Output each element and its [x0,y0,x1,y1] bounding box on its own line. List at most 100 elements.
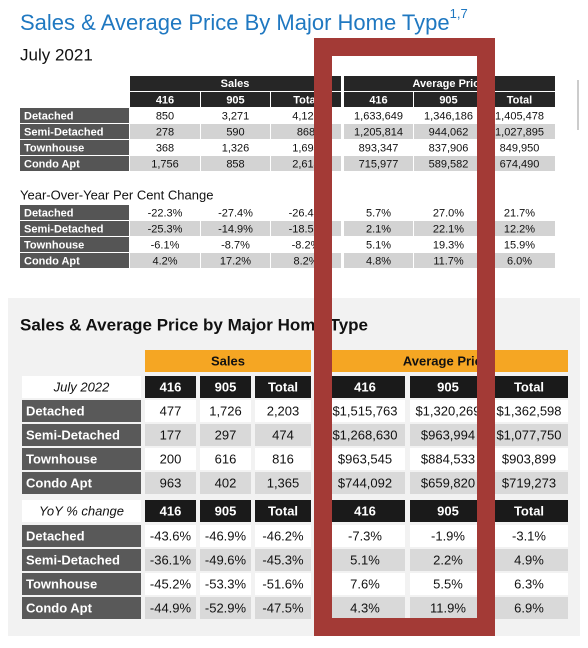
cell [145,448,196,470]
cell-text: -45.2% [150,576,192,591]
cell-text: 177 [160,427,182,442]
cell [201,124,270,139]
cell [344,124,413,139]
cell [20,140,129,155]
cell [410,448,486,470]
cell [410,525,486,547]
cell-text: 200 [160,451,182,466]
cell-text: 905 [439,94,457,106]
cell-text: 1,326 [222,142,250,154]
cell-text: 6.0% [507,255,532,267]
cell-text: 2,614 [292,158,320,170]
cell [22,549,141,571]
cell-text: 416 [160,379,182,394]
cell-text: 905 [437,379,459,394]
cell [325,400,405,422]
cell [200,376,251,398]
cell-text: 5.1% [350,552,380,567]
cell-text: $963,545 [338,451,392,466]
cell [200,525,251,547]
cell-text: 368 [156,142,174,154]
cell [20,156,129,171]
cell [410,424,486,446]
cell-text: 589,582 [429,158,469,170]
cell-text: -43.6% [150,528,192,543]
cell-text: 4.3% [350,600,380,615]
cell-text: -8.7% [221,239,250,251]
cell [200,573,251,595]
cell [325,525,405,547]
cell [130,237,200,252]
cell-text: $1,515,763 [332,403,397,418]
cell [325,424,405,446]
highlight-frame [314,38,495,636]
cell [490,597,568,619]
cell-text: 22.1% [433,223,464,235]
cell [201,108,270,123]
cell [20,124,129,139]
cell-text: 416 [160,503,182,518]
cell-text: Detached [24,207,74,219]
cell-text: 3,271 [222,110,250,122]
cell-text: Total [514,379,544,394]
cell [490,525,568,547]
cell-text: 17.2% [220,255,251,267]
cell [145,525,196,547]
cell-text: -14.9% [218,223,253,235]
group-label: Sales [211,353,245,368]
cell-text: 905 [226,94,244,106]
cell [130,205,200,220]
cell [484,253,555,268]
cell [484,108,555,123]
cell [255,472,311,494]
cell-text: Semi-Detached [24,223,103,235]
cell-text: $1,320,269 [415,403,480,418]
cell [484,205,555,220]
cell [201,253,270,268]
cell [325,472,405,494]
cell-text: -6.1% [151,239,180,251]
cell [255,549,311,571]
cell [130,253,200,268]
cell-text: Townhouse [26,576,97,591]
cell-text: $963,994 [421,427,475,442]
superscript: 1,7 [450,6,468,21]
group-label: Average Price [413,78,486,90]
cell [255,424,311,446]
cell-text: -25.3% [148,223,183,235]
cell [414,140,483,155]
cell [201,221,270,236]
cell-text: 474 [272,427,294,442]
cell-text: Semi-Detached [24,126,103,138]
cell-text: 297 [215,427,237,442]
cell [20,205,129,220]
cell-text: -52.9% [205,600,247,615]
cell-text: $884,533 [421,451,475,466]
cell-text: -36.1% [150,552,192,567]
cell [20,237,129,252]
cell-text: $659,820 [421,475,475,490]
cell-text: 2.1% [366,223,391,235]
cell [145,376,196,398]
cell [145,400,196,422]
cell-text: 278 [156,126,174,138]
cell [20,108,129,123]
cell-text: Condo Apt [26,600,93,615]
cell-text: 477 [160,403,182,418]
cell [145,424,196,446]
cell [200,448,251,470]
cell-text: -51.6% [262,576,304,591]
cell [410,549,486,571]
cell-text: -53.3% [205,576,247,591]
cell-text: 4.2% [152,255,177,267]
cell-text: -7.3% [348,528,382,543]
cell [22,500,141,522]
cell-text: 5.5% [433,576,463,591]
cell-text: 1,633,649 [354,110,403,122]
cell-text: Total [268,503,298,518]
cell-text: -27.4% [218,207,253,219]
cell [255,597,311,619]
cell [22,400,141,422]
cell [344,156,413,171]
cell [130,108,200,123]
